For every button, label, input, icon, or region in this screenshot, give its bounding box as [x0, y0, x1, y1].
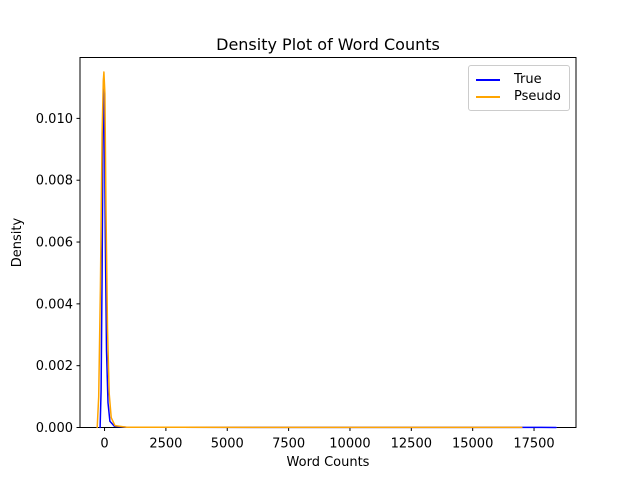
- x-tick-label: 15000: [452, 437, 493, 452]
- chart-title: Density Plot of Word Counts: [216, 35, 440, 54]
- x-tick-label: 5000: [211, 437, 244, 452]
- plot-area-border: [79, 57, 577, 428]
- x-axis-ticks: 0 2500 5000 7500 10000 12500 15000 17500: [100, 427, 555, 452]
- series-line-true: [99, 77, 557, 429]
- series-layer: [96, 71, 557, 429]
- y-axis-label: Density: [10, 217, 25, 267]
- legend: True Pseudo: [468, 65, 570, 111]
- x-tick-label: 10000: [329, 437, 370, 452]
- y-tick-label: 0.010: [36, 112, 73, 127]
- x-tick-label: 0: [100, 437, 108, 452]
- y-tick-label: 0.008: [36, 174, 73, 189]
- legend-line-sample-pseudo: [476, 95, 500, 98]
- series-line-pseudo: [96, 71, 523, 429]
- y-tick-label: 0.002: [36, 359, 73, 374]
- legend-line-sample-true: [476, 78, 500, 81]
- x-tick-label: 7500: [272, 437, 305, 452]
- legend-entry-true: True: [476, 71, 563, 88]
- x-axis-label: Word Counts: [287, 455, 370, 470]
- legend-label-true: True: [514, 72, 542, 87]
- y-axis-ticks: 0.000 0.002 0.004 0.006 0.008 0.010: [36, 112, 80, 436]
- y-tick-label: 0.000: [36, 421, 73, 436]
- x-tick-label: 12500: [391, 437, 432, 452]
- y-tick-label: 0.004: [36, 297, 73, 312]
- legend-entry-pseudo: Pseudo: [476, 88, 563, 105]
- x-tick-label: 2500: [149, 437, 182, 452]
- legend-label-pseudo: Pseudo: [514, 89, 561, 104]
- y-tick-label: 0.006: [36, 236, 73, 251]
- x-tick-label: 17500: [513, 437, 554, 452]
